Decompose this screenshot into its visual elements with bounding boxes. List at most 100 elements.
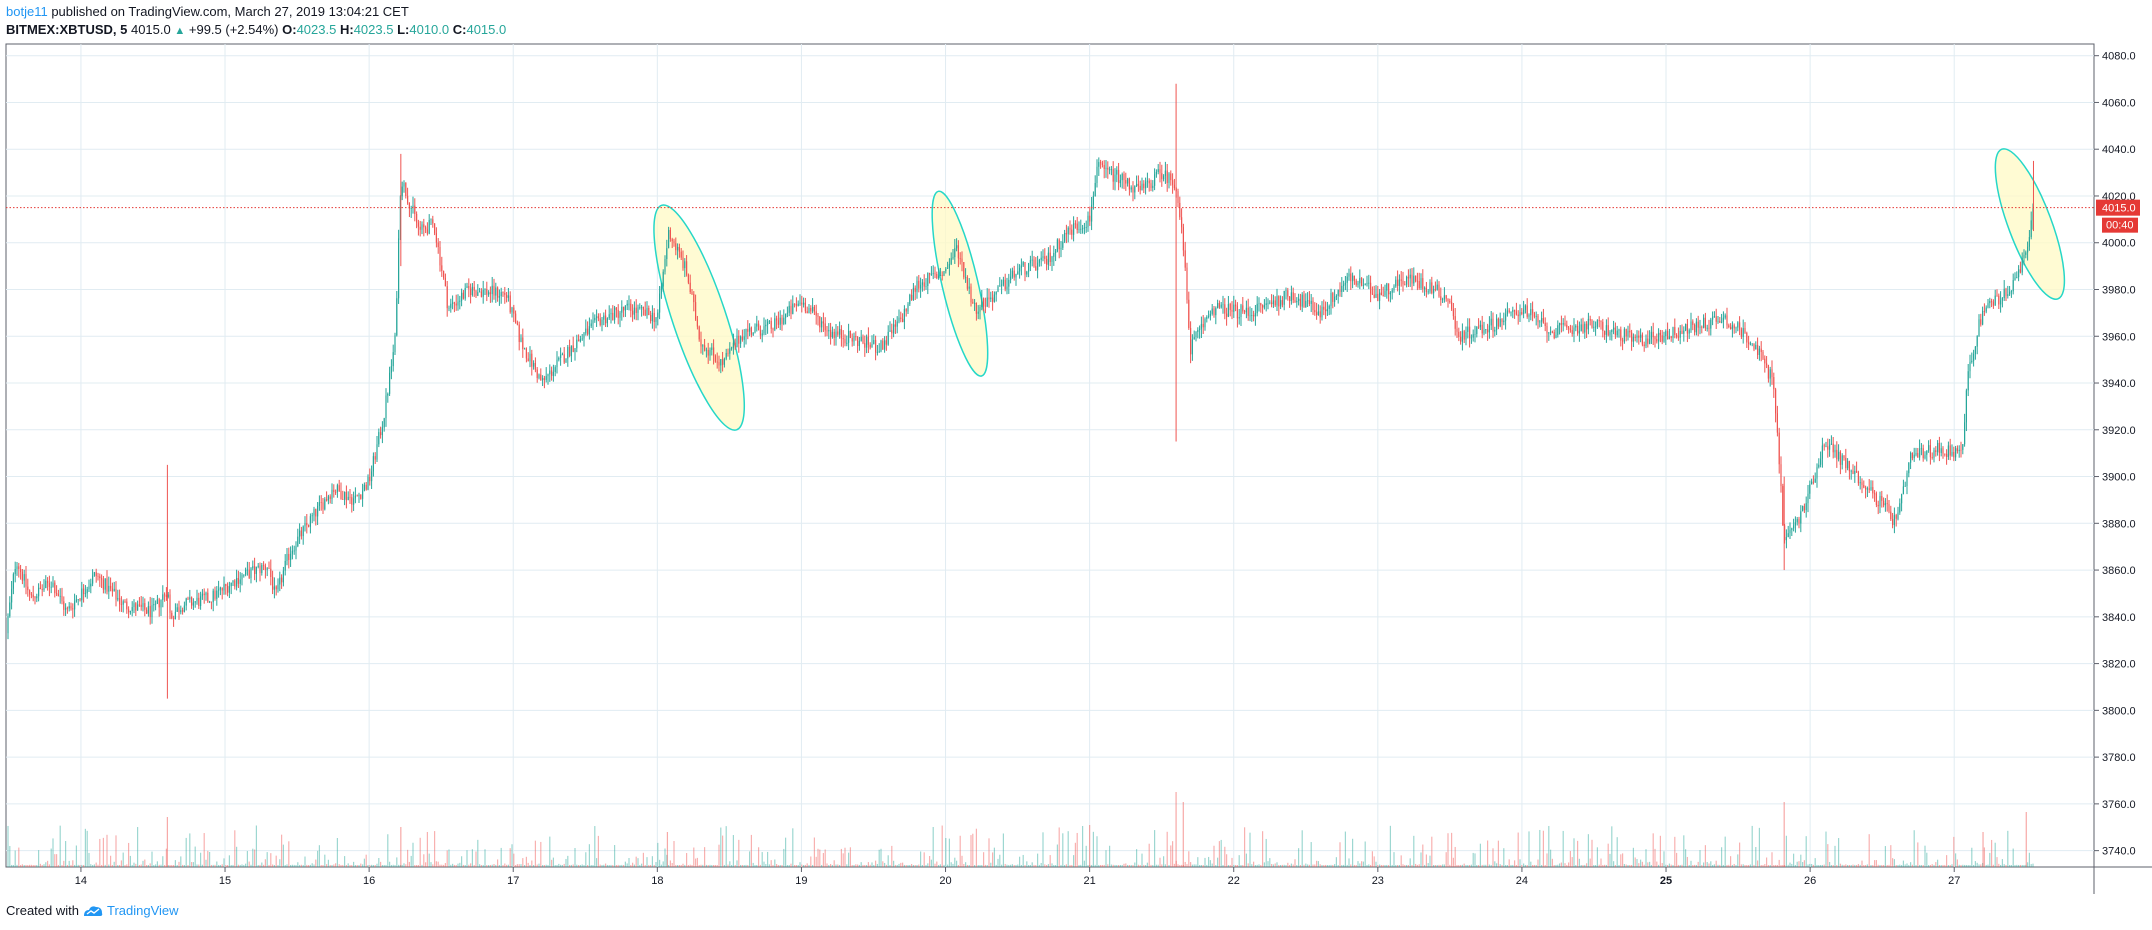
candle-body xyxy=(1897,512,1899,519)
volume-bar xyxy=(1649,861,1651,867)
volume-bar xyxy=(1892,858,1894,867)
volume-bar xyxy=(2007,830,2009,867)
candle-body xyxy=(648,307,650,316)
volume-bar xyxy=(1409,858,1411,867)
candle-body xyxy=(243,574,245,576)
candle-body xyxy=(770,320,772,329)
candle-body xyxy=(259,565,261,573)
candle-body xyxy=(358,494,360,497)
volume-bar xyxy=(1364,841,1366,867)
highlight-ellipse-2[interactable] xyxy=(921,187,999,380)
candle-body xyxy=(219,587,221,590)
highlight-ellipse-3[interactable] xyxy=(1982,142,2078,307)
volume-bar xyxy=(1393,852,1395,867)
volume-bar xyxy=(1832,865,1834,867)
candle-body xyxy=(1456,328,1458,332)
candle-body xyxy=(1350,273,1352,282)
candle-body xyxy=(491,285,493,295)
time-axis[interactable]: 14 15 16 17 18 19 20 21 22 23 24 25 26 27 xyxy=(75,867,1961,887)
candle-body xyxy=(1213,308,1215,316)
tradingview-link[interactable]: TradingView xyxy=(106,903,179,918)
volume-bar xyxy=(124,865,126,867)
author-link[interactable]: botje11 xyxy=(6,4,48,19)
candle-body xyxy=(1317,311,1319,315)
candle-body xyxy=(1935,450,1937,452)
candle-body xyxy=(614,307,616,320)
volume-bar xyxy=(1094,864,1096,867)
candle-body xyxy=(1908,462,1910,474)
volume-bar xyxy=(1881,864,1883,867)
volume-bar xyxy=(137,827,139,867)
candle-body xyxy=(1474,334,1476,335)
volume-bar xyxy=(1865,864,1867,867)
candle-body xyxy=(1877,504,1879,507)
volume-bar xyxy=(1550,849,1552,867)
candle-body xyxy=(1384,290,1386,296)
candle-body xyxy=(430,219,432,221)
volume-bar xyxy=(1085,845,1087,867)
volume-bar xyxy=(1614,864,1616,867)
volume-bar xyxy=(1544,865,1546,867)
time-tick-label: 16 xyxy=(363,875,375,887)
volume-bar xyxy=(637,858,639,867)
candle-body xyxy=(1591,320,1593,328)
volume-bar xyxy=(480,864,482,867)
candle-body xyxy=(1762,351,1764,359)
candle-body xyxy=(1890,511,1892,520)
candle-body xyxy=(302,526,304,537)
candle-body xyxy=(408,202,410,209)
price-axis[interactable]: 4080.04060.04040.04020.04000.03980.03960… xyxy=(2094,51,2136,858)
volume-bar xyxy=(975,828,977,867)
volume-bar xyxy=(903,864,905,867)
candle-body xyxy=(1254,313,1256,317)
candle-body xyxy=(862,336,864,344)
candle-body xyxy=(1204,318,1206,328)
volume-bar xyxy=(648,864,650,867)
volume-bar xyxy=(1584,864,1586,867)
candle-body xyxy=(675,243,677,251)
candle-body xyxy=(533,363,535,367)
candle-body xyxy=(1467,326,1469,332)
candle-body xyxy=(844,339,846,344)
candle-body xyxy=(1537,315,1539,323)
time-tick-label: 20 xyxy=(939,875,951,887)
volume-bar xyxy=(1537,859,1539,867)
highlight-ellipses[interactable] xyxy=(636,142,2078,439)
candle-body xyxy=(1393,286,1395,291)
volume-bar xyxy=(99,838,101,867)
candle-body xyxy=(18,566,20,569)
candle-body xyxy=(75,599,77,602)
candle-body xyxy=(376,444,378,460)
volume-bar xyxy=(1310,842,1312,867)
candle-body xyxy=(1686,323,1688,334)
candle-body xyxy=(1424,287,1426,290)
volume-bar xyxy=(252,848,254,867)
volume-bar xyxy=(1965,864,1967,867)
candle-body xyxy=(333,489,335,493)
volume-bar xyxy=(443,864,445,867)
volume-bar xyxy=(821,864,823,867)
candle-body xyxy=(489,292,491,295)
candle-body xyxy=(156,599,158,604)
volume-bar xyxy=(1618,864,1620,867)
candle-body xyxy=(450,303,452,308)
volume-bar xyxy=(1087,864,1089,867)
volume-bar xyxy=(1029,864,1031,867)
volume-bar xyxy=(633,864,635,867)
volume-bar xyxy=(646,857,648,867)
volume-bar xyxy=(120,860,122,867)
candle-body xyxy=(835,331,837,338)
candle-body xyxy=(2000,300,2002,305)
volume-bar xyxy=(936,861,938,867)
volume-bar xyxy=(1548,825,1550,867)
volume-bar xyxy=(655,862,657,867)
volume-bar xyxy=(410,855,412,867)
volume-spike xyxy=(1982,832,1984,867)
highlight-ellipse-1[interactable] xyxy=(636,197,761,438)
volume-bar xyxy=(1114,864,1116,867)
candle-body xyxy=(1947,445,1949,457)
volume-bar xyxy=(1006,864,1008,867)
volume-bar xyxy=(1949,865,1951,867)
volume-bar xyxy=(509,848,511,867)
